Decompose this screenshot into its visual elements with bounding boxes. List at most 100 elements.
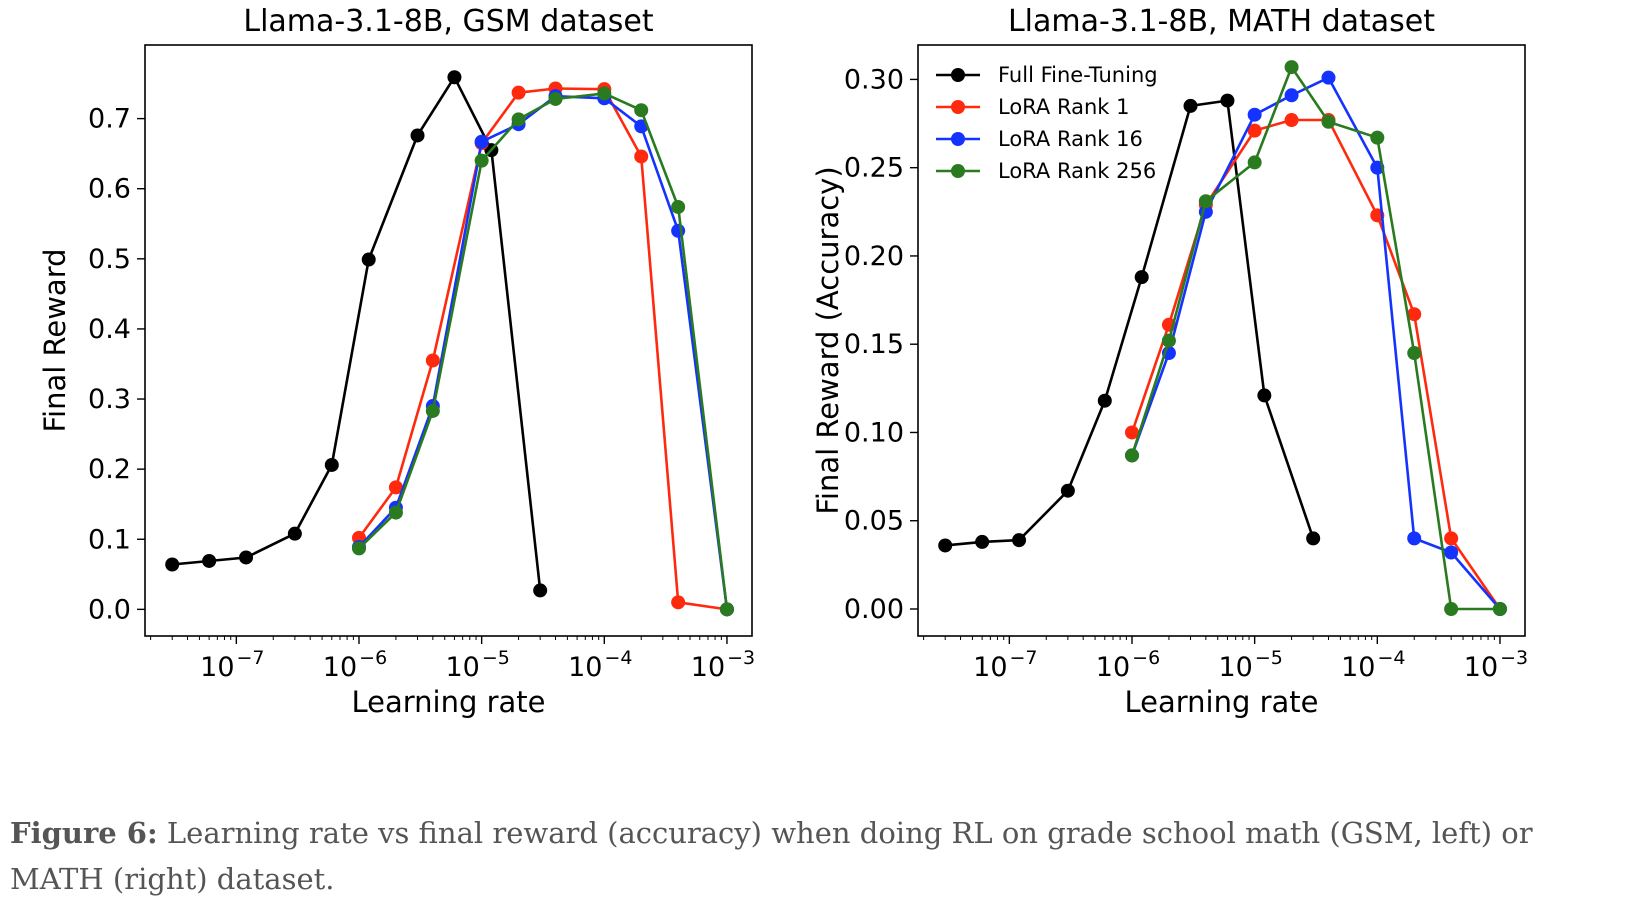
x-tick-exponent: −4 <box>1377 647 1405 669</box>
legend-marker <box>951 132 965 146</box>
x-tick-exponent: −4 <box>604 647 632 669</box>
data-point <box>1444 601 1459 616</box>
data-point <box>324 457 339 472</box>
data-point <box>548 91 563 106</box>
data-point <box>1284 60 1299 75</box>
series-lora-rank-1 <box>351 81 734 617</box>
x-tick-label: 10 −4 <box>1341 647 1405 683</box>
data-point <box>1370 130 1385 145</box>
data-point <box>938 538 953 553</box>
series-full-fine-tuning <box>938 93 1321 553</box>
data-point <box>287 526 302 541</box>
figure-caption: Figure 6: Learning rate vs final reward … <box>10 810 1630 902</box>
y-tick-label: 0.00 <box>844 594 904 625</box>
data-point <box>511 112 526 127</box>
chart-gsm: Llama-3.1-8B, GSM dataset 0.0 0.1 0.2 0.3 0.4… <box>38 4 755 719</box>
series-line <box>358 92 729 610</box>
data-point <box>1247 123 1262 138</box>
data-point <box>1012 533 1027 548</box>
y-tick-label: 0.3 <box>88 384 131 415</box>
x-tick-label: 10 −7 <box>200 647 264 683</box>
data-point <box>1124 425 1139 440</box>
series-lora-rank-256 <box>351 86 734 617</box>
legend-marker <box>951 100 965 114</box>
data-point <box>1407 531 1422 546</box>
x-tick-exponent: −5 <box>482 647 510 669</box>
data-point <box>1284 113 1299 128</box>
legend-entry: LoRA Rank 1 <box>998 95 1129 119</box>
chart-title: Llama-3.1-8B, GSM dataset <box>243 4 654 39</box>
data-point <box>388 480 403 495</box>
data-point <box>425 353 440 368</box>
plot-frame <box>144 44 753 637</box>
data-point <box>447 70 462 85</box>
y-axis-label: Final Reward <box>38 248 72 432</box>
data-point <box>474 153 489 168</box>
data-point <box>671 595 686 610</box>
series-line <box>1130 65 1500 611</box>
data-point <box>1306 531 1321 546</box>
data-point <box>634 103 649 118</box>
data-point <box>1198 194 1213 209</box>
data-point <box>1220 93 1235 108</box>
data-point <box>474 134 489 149</box>
legend-marker <box>951 68 965 82</box>
x-axis-label: Learning rate <box>1124 685 1318 719</box>
series-line <box>357 87 728 611</box>
y-tick-label: 0.15 <box>844 329 904 360</box>
data-point <box>351 541 366 556</box>
y-tick-label: 0.10 <box>844 417 904 448</box>
data-point <box>533 583 548 598</box>
data-point <box>239 550 254 565</box>
data-point <box>1247 155 1262 170</box>
data-point <box>634 149 649 164</box>
data-point <box>1444 531 1459 546</box>
data-point <box>1321 70 1336 85</box>
legend-marker <box>951 164 965 178</box>
y-tick-label: 0.2 <box>88 454 131 485</box>
x-tick-label: 10 −3 <box>1464 647 1528 683</box>
data-point <box>719 602 734 617</box>
caption-text: Learning rate vs final reward (accuracy)… <box>10 816 1533 896</box>
series-lora-rank-16 <box>351 89 734 617</box>
x-tick-label: 10 −6 <box>323 647 387 683</box>
y-tick-label: 0.4 <box>88 314 131 345</box>
x-tick-exponent: −3 <box>1500 647 1528 669</box>
y-tick-label: 0.6 <box>88 174 131 205</box>
figure: Llama-3.1-8B, GSM dataset 0.0 0.1 0.2 0.3 0.4… <box>38 4 1528 719</box>
x-tick-label: 10 −3 <box>691 647 755 683</box>
data-point <box>1060 483 1075 498</box>
caption-label: Figure 6: <box>10 816 158 850</box>
data-point <box>202 553 217 568</box>
chart-math: Llama-3.1-8B, MATH dataset 0.00 0.05 0.10 0.… <box>811 4 1528 719</box>
x-tick-exponent: −6 <box>359 647 387 669</box>
legend-entry: Full Fine-Tuning <box>998 63 1158 87</box>
y-tick-label: 0.30 <box>844 64 904 95</box>
data-point <box>165 557 180 572</box>
data-point <box>388 505 403 520</box>
legend-entry: LoRA Rank 16 <box>998 127 1143 151</box>
data-point <box>1124 448 1139 463</box>
x-tick-exponent: −7 <box>237 647 265 669</box>
x-tick-label: 10 −4 <box>568 647 632 683</box>
data-point <box>1161 333 1176 348</box>
data-point <box>1407 346 1422 361</box>
legend: Full Fine-Tuning LoRA Rank 1 LoRA Rank 16 L… <box>936 63 1158 183</box>
y-tick-label: 0.05 <box>844 506 904 537</box>
data-point <box>1257 388 1272 403</box>
x-tick-exponent: −6 <box>1132 647 1160 669</box>
plot-frame <box>917 44 1526 637</box>
data-point <box>1407 307 1422 322</box>
data-point <box>1284 88 1299 103</box>
data-point <box>671 199 686 214</box>
y-tick-label: 0.7 <box>88 104 131 135</box>
series-full-fine-tuning <box>165 70 548 598</box>
legend-entry: LoRA Rank 256 <box>998 159 1156 183</box>
data-point <box>1492 601 1507 616</box>
x-tick-label: 10 −5 <box>445 647 509 683</box>
data-point <box>1183 98 1198 113</box>
data-point <box>361 252 376 267</box>
x-tick-label: 10 −5 <box>1218 647 1282 683</box>
data-point <box>1134 270 1149 285</box>
data-point <box>425 403 440 418</box>
